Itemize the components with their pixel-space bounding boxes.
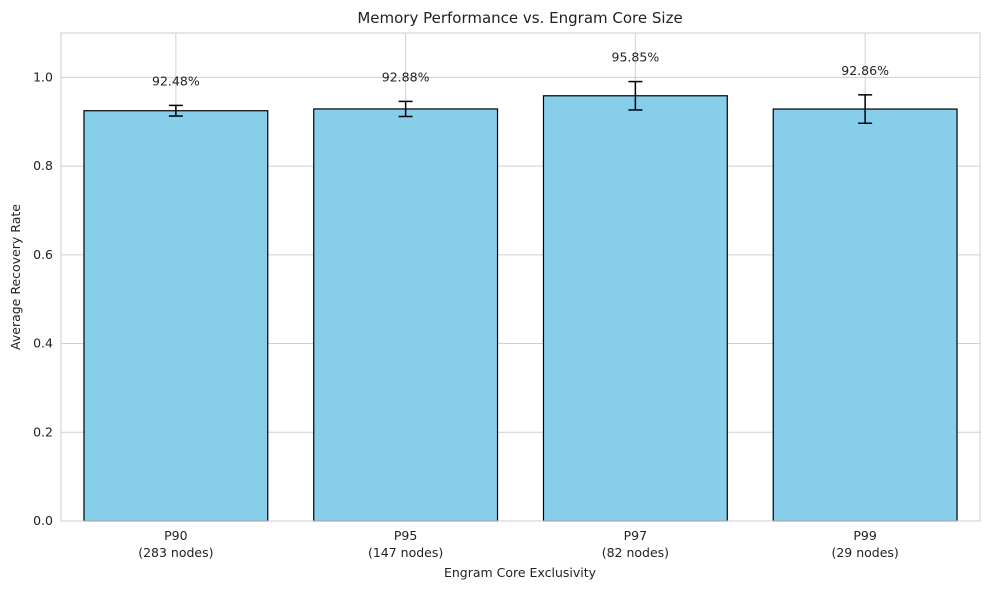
bar-p90 — [83, 110, 269, 522]
value-label: 92.88% — [382, 69, 430, 84]
value-label: 92.48% — [152, 73, 200, 88]
y-tick-label: 0.6 — [33, 247, 53, 262]
y-tick-label: 1.0 — [33, 69, 53, 84]
bar-p99 — [772, 108, 958, 522]
x-tick-label: P99 — [853, 528, 876, 543]
bar-p95 — [313, 108, 499, 522]
y-tick-label: 0.8 — [33, 158, 53, 173]
chart-title: Memory Performance vs. Engram Core Size — [357, 9, 682, 27]
x-tick-label: P90 — [164, 528, 187, 543]
y-tick-label: 0.4 — [33, 336, 53, 351]
error-bar-layer — [168, 80, 873, 124]
y-axis-title: Average Recovery Rate — [8, 204, 23, 350]
x-tick-sublabel: (82 nodes) — [602, 545, 669, 560]
x-tick-label: P97 — [624, 528, 647, 543]
x-tick-sublabel: (147 nodes) — [368, 545, 443, 560]
y-tick-label: 0.2 — [33, 424, 53, 439]
axis-layer: 0.0 0.2 0.4 0.6 0.8 1.0 P90 (283 nodes) P95 (147 … — [33, 32, 981, 560]
x-tick-sublabel: (283 nodes) — [138, 545, 213, 560]
value-label-layer: 92.48% 92.88% 95.85% 92.86% — [152, 50, 889, 89]
value-label: 92.86% — [841, 63, 889, 78]
x-tick-label: P95 — [394, 528, 417, 543]
bar-p97 — [542, 95, 728, 522]
y-tick-label: 0.0 — [33, 513, 53, 528]
x-tick-sublabel: (29 nodes) — [831, 545, 898, 560]
x-axis-title: Engram Core Exclusivity — [444, 565, 597, 580]
axes-frame — [60, 32, 981, 522]
bar-layer — [83, 95, 958, 522]
value-label: 95.85% — [612, 50, 660, 65]
